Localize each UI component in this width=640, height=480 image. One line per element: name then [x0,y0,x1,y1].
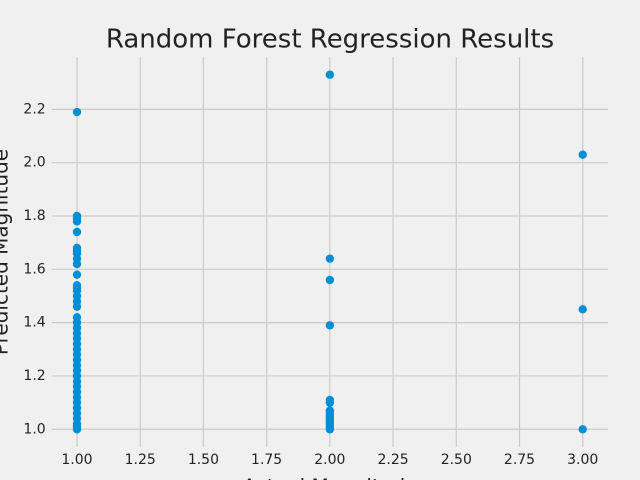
point [72,302,82,311]
x-tick-label: 2.50 [441,452,472,468]
y-tick-label: 2.0 [23,155,45,171]
point [72,217,82,226]
point [72,259,82,269]
x-tick-label: 1.50 [188,452,219,468]
y-tick-label: 1.6 [23,261,45,277]
x-axis-label: Actual Magnitude [243,475,418,480]
x-tick-label: 2.00 [314,452,345,468]
point [325,254,335,263]
y-tick-label: 2.2 [23,101,45,117]
grid [51,57,608,447]
chart-title: Random Forest Regression Results [106,25,554,55]
point [325,398,335,407]
x-tick-label: 1.00 [61,452,92,468]
point [72,270,82,279]
y-tick-label: 1.8 [23,208,45,224]
y-tick-label: 1.2 [23,368,45,384]
point [325,70,335,79]
y-axis-label: Predicted Magnitude [0,149,13,355]
point [72,227,82,237]
y-tick-label: 1.4 [23,315,45,331]
point [72,425,82,434]
marks [72,70,587,434]
y-tick-label: 1.0 [23,421,45,437]
point [325,425,335,434]
x-tick-label: 1.25 [125,452,156,468]
point [578,305,587,314]
point [325,321,335,330]
x-tick-label: 1.75 [251,452,282,468]
x-tick-label: 2.75 [504,452,535,468]
point [578,150,587,159]
point [72,107,82,117]
x-tick-label: 2.25 [377,452,408,468]
point [578,425,587,434]
x-tick-label: 3.00 [567,452,598,468]
point [325,275,335,285]
